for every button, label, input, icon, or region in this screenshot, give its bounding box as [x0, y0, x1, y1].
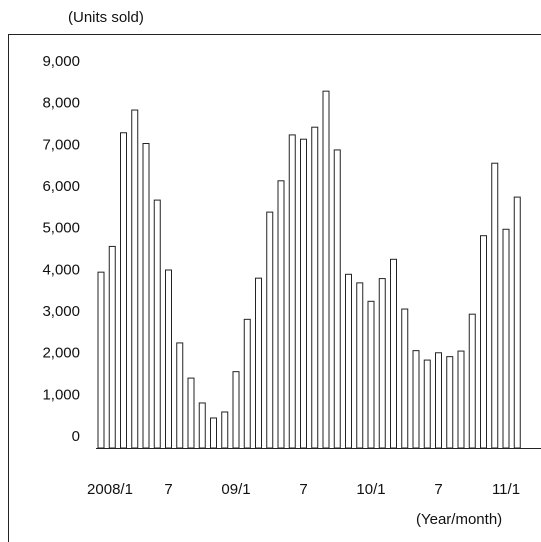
y-tick-label: 6,000 — [42, 178, 80, 195]
bar — [446, 356, 454, 449]
y-tick-label: 2,000 — [42, 345, 80, 362]
bar — [480, 235, 487, 449]
x-tick-label: 10/1 — [356, 481, 385, 498]
bar — [255, 277, 262, 449]
bar — [435, 352, 442, 449]
bar — [367, 300, 375, 449]
bar — [491, 162, 499, 449]
bar — [198, 402, 206, 449]
bar — [210, 417, 217, 449]
y-tick-label: 9,000 — [42, 53, 80, 70]
bar — [142, 142, 150, 449]
bar — [288, 134, 296, 449]
bar — [412, 350, 420, 449]
bar — [108, 245, 116, 449]
bar — [120, 132, 127, 449]
bar — [457, 350, 465, 449]
bar — [356, 282, 364, 449]
x-tick-label: 2008/1 — [87, 481, 133, 498]
bar — [97, 271, 105, 449]
y-tick-label: 7,000 — [42, 136, 80, 153]
y-tick-label: 3,000 — [42, 303, 80, 320]
x-tick-label: 7 — [299, 481, 307, 498]
y-tick-label: 4,000 — [42, 261, 80, 278]
y-axis-label: (Units sold) — [68, 9, 144, 26]
bar — [468, 313, 476, 449]
bar — [401, 308, 409, 449]
y-tick-label: 8,000 — [42, 95, 80, 112]
bar — [243, 318, 251, 449]
y-tick-label: 0 — [72, 428, 80, 445]
bar — [322, 90, 330, 449]
x-tick-label: 11/1 — [492, 481, 520, 498]
bar — [423, 359, 431, 449]
bar — [300, 138, 307, 449]
bar — [176, 342, 184, 449]
bar — [266, 211, 274, 449]
y-tick-label: 5,000 — [42, 220, 80, 237]
bar — [221, 411, 229, 449]
bar — [187, 377, 195, 449]
x-tick-label: 09/1 — [221, 481, 250, 498]
bar — [311, 126, 319, 449]
bar — [165, 269, 172, 449]
bar — [153, 199, 161, 449]
bar — [390, 258, 397, 449]
chart-frame — [8, 34, 541, 542]
bar — [502, 228, 510, 449]
bar — [378, 278, 386, 449]
bar — [232, 371, 240, 449]
bar — [333, 149, 341, 449]
y-tick-label: 1,000 — [42, 386, 80, 403]
x-axis-label: (Year/month) — [416, 511, 502, 528]
bar — [131, 109, 139, 449]
bar — [513, 196, 521, 449]
bar — [345, 273, 352, 449]
x-tick-label: 7 — [434, 481, 442, 498]
bar — [277, 180, 285, 449]
x-tick-label: 7 — [164, 481, 172, 498]
